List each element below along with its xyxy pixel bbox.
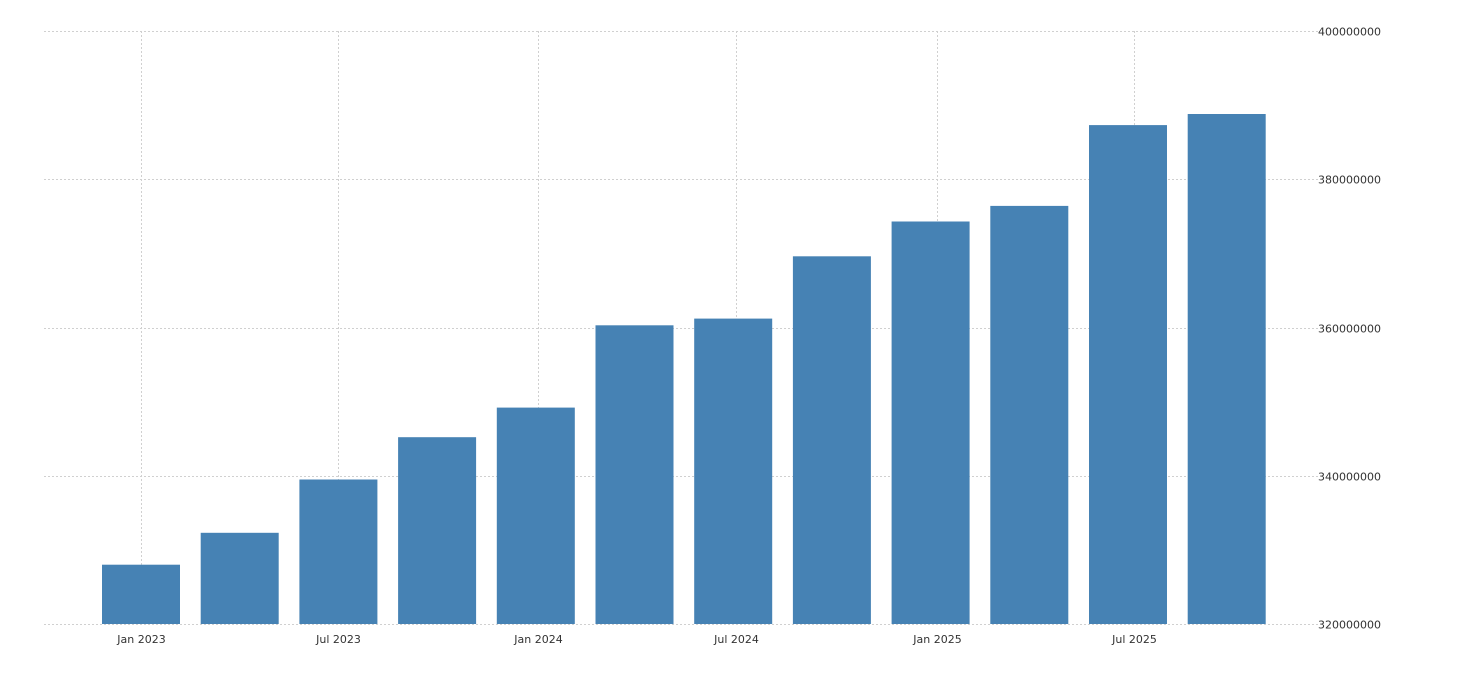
bars [102,114,1266,624]
x-tick-label: Jan 2023 [116,633,165,646]
bar[interactable] [1187,114,1266,624]
x-tick-label: Jul 2023 [315,633,361,646]
y-axis: 320000000 340000000 360000000 380000000 4000… [1318,26,1381,632]
y-tick-label: 380000000 [1318,174,1381,187]
bar[interactable] [595,325,674,624]
x-tick-label: Jul 2024 [713,633,759,646]
y-tick-label: 340000000 [1318,471,1381,484]
y-tick-label: 360000000 [1318,323,1381,336]
bar[interactable] [299,479,378,625]
x-axis: Jan 2023 Jul 2023 Jan 2024 Jul 2024 Jan 2025… [116,633,1157,646]
x-tick-label: Jan 2025 [912,633,961,646]
bar[interactable] [891,221,970,625]
y-tick-label: 400000000 [1318,26,1381,39]
bar[interactable] [792,256,871,624]
bar[interactable] [990,205,1069,624]
bar[interactable] [496,407,575,624]
bar[interactable] [1089,125,1167,624]
bar[interactable] [102,564,180,624]
x-tick-label: Jan 2024 [513,633,562,646]
bar[interactable] [398,437,477,624]
bar[interactable] [694,318,773,624]
y-tick-label: 320000000 [1318,619,1381,632]
x-tick-label: Jul 2025 [1111,633,1157,646]
bar[interactable] [200,532,279,624]
